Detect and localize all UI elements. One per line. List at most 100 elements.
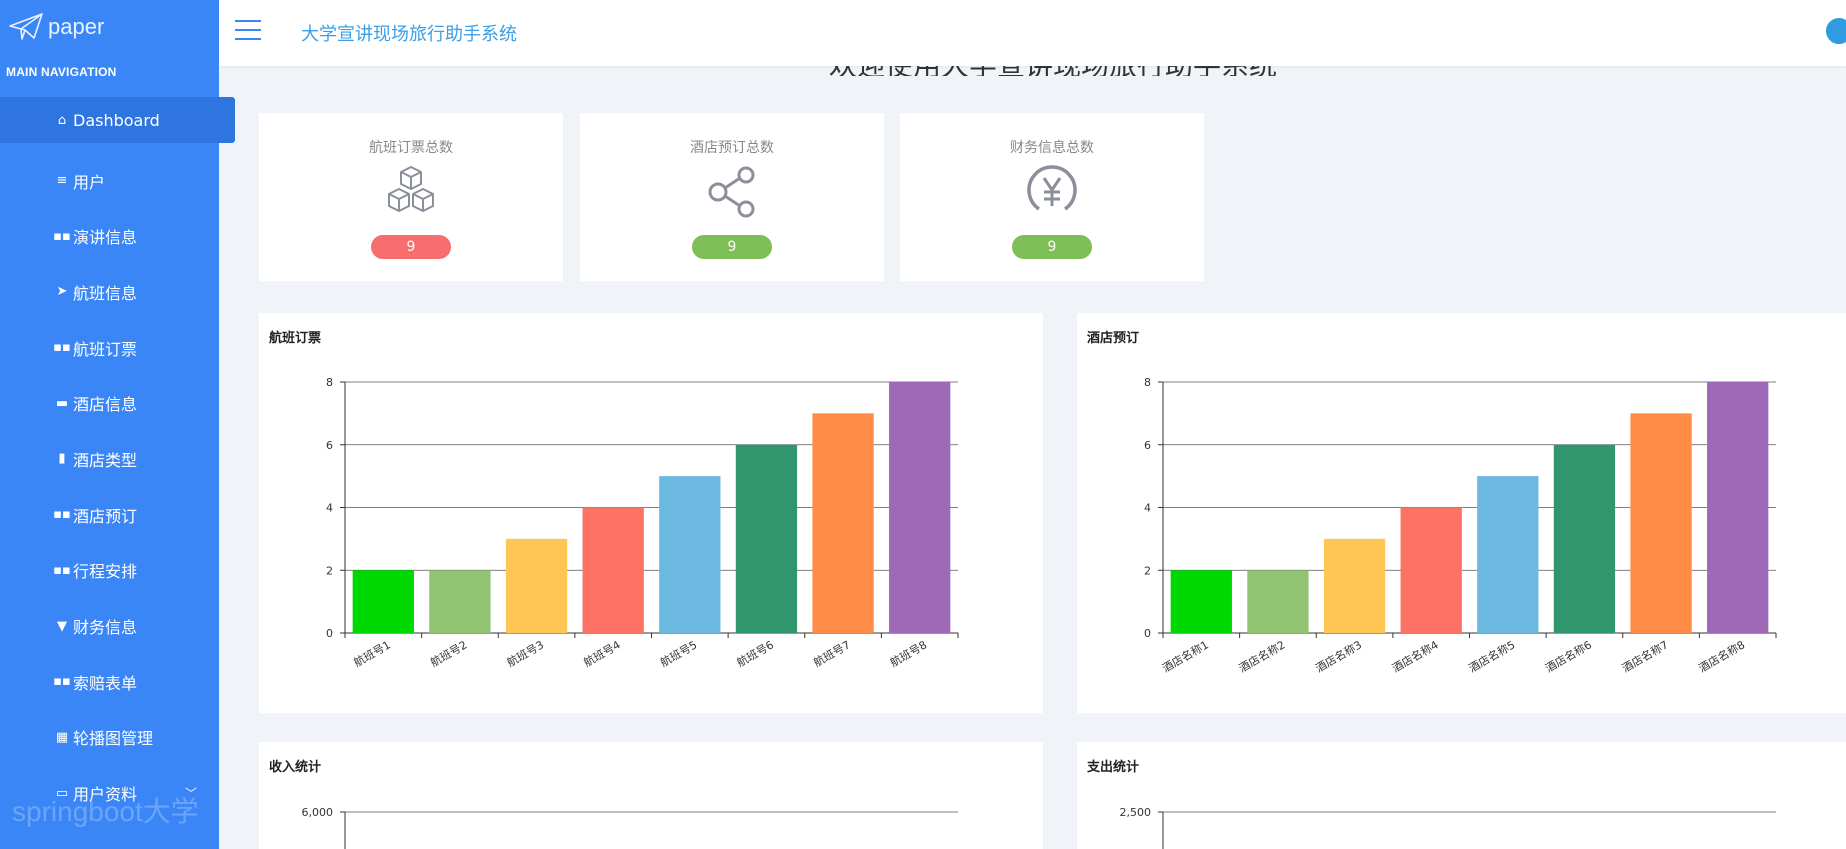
x-tick-label: 航班号4 [581,637,623,669]
sidebar-item-users[interactable]: ≡ 用户 [0,153,219,209]
bar [505,538,568,633]
chart-panel-flight-booking: 航班订票 0 2 4 6 8 航班号1 航班号2 航班号3 航班号4 航班号5 航班号6 航班号7 航班… [259,313,1043,713]
bar [812,413,874,633]
y-tick-label: 0 [326,627,333,640]
send-icon: ➤ [56,284,68,300]
sidebar-item-hotel-types[interactable]: ▮ 酒店类型 [0,431,219,487]
stat-card-hotel-bookings: 酒店预订总数 9 [580,113,884,281]
sidebar-item-label: 索赔表单 [73,673,138,693]
sidebar-item-label: 航班信息 [73,283,138,303]
sidebar-item-hotels[interactable]: ▬ 酒店信息 [0,375,219,431]
bar [1323,538,1386,633]
list-icon: ≡ [56,173,68,189]
paper-plane-icon [9,13,43,40]
main-nav: ⌂ Dashboard ≡ 用户 ▪▪ 演讲信息 ➤ 航班信息 ▪▪ 航班订票 … [0,97,235,821]
x-tick-label: 酒店名称2 [1236,637,1287,675]
bar [1553,444,1616,633]
stat-title: 财务信息总数 [1010,140,1094,156]
stat-title: 酒店预订总数 [690,140,774,156]
grid-icon: ▪▪ [53,507,71,523]
y-tick-label: 2,500 [1120,806,1152,819]
chart-title: 收入统计 [269,760,322,775]
stat-card-flight-bookings: 航班订票总数 9 [259,113,563,281]
bar [582,507,644,633]
x-tick-label: 酒店名称3 [1313,637,1364,675]
sidebar-item-label: 航班订票 [73,339,138,359]
x-tick-label: 航班号2 [428,637,470,669]
bar [889,382,951,633]
logo[interactable]: paper [8,12,104,42]
sidebar-item-label: 酒店信息 [73,395,138,415]
topbar: 大学宣讲现场旅行助手系统 [219,0,1846,66]
bed-icon: ▬ [55,395,69,411]
x-tick-label: 酒店名称5 [1466,637,1517,675]
card-icon: ▭ [55,785,69,801]
sidebar-item-label: 酒店预订 [73,506,138,526]
sidebar-item-label: 轮播图管理 [73,729,154,749]
sidebar-item-flight-booking[interactable]: ▪▪ 航班订票 [0,320,219,376]
watermark: springboot大学 [12,796,199,827]
y-tick-label: 6 [326,439,333,452]
chart-panel-hotel-booking: 酒店预订 0 2 4 6 8 酒店名称1 酒店名称2 酒店名称3 酒店名称4 酒店名称5 酒店名称6… [1077,313,1846,713]
bar [1707,382,1769,633]
x-tick-label: 航班号3 [504,637,546,669]
sidebar-item-itinerary[interactable]: ▪▪ 行程安排 [0,543,219,599]
sidebar-item-label: Dashboard [73,110,160,130]
bar-chart-icon: ▮ [58,451,66,467]
avatar[interactable] [1824,16,1846,46]
y-tick-label: 8 [1144,376,1151,389]
x-tick-label: 酒店名称4 [1390,637,1441,675]
x-tick-label: 酒店名称6 [1543,637,1594,675]
bar [1247,570,1309,633]
bar [1630,413,1692,633]
yen-icon [1027,165,1077,211]
sidebar-item-lectures[interactable]: ▪▪ 演讲信息 [0,208,219,264]
grid-icon: ▪▪ [53,674,71,690]
x-tick-label: 航班号7 [811,637,853,669]
table-icon: ▦ [55,729,69,745]
bar [659,476,721,633]
flight-booking-chart: 0 2 4 6 8 航班号1 航班号2 航班号3 航班号4 航班号5 航班号6 航班号7 航班号8 [326,376,959,670]
sidebar-item-claims[interactable]: ▪▪ 索赔表单 [0,654,219,710]
cubes-icon [388,166,434,212]
bar [1170,570,1232,633]
chart-title: 航班订票 [269,331,322,346]
cup-icon: ▼ [57,618,67,634]
hotel-booking-chart: 0 2 4 6 8 酒店名称1 酒店名称2 酒店名称3 酒店名称4 酒店名称5 酒店名称6 酒店名称7… [1144,376,1777,675]
grid-icon: ▪▪ [53,228,71,244]
sidebar-item-label: 演讲信息 [73,228,138,248]
sidebar-item-label: 财务信息 [73,618,138,638]
menu-toggle-icon[interactable] [235,20,261,40]
share-icon [708,166,755,218]
expense-chart: 2,500 [1120,806,1776,849]
bar [1400,507,1462,633]
bar [735,444,798,633]
chart-title: 酒店预订 [1087,331,1140,346]
stat-title: 航班订票总数 [369,140,453,156]
y-tick-label: 6,000 [302,806,334,819]
y-tick-label: 6 [1144,439,1151,452]
chart-panel-income: 收入统计 6,000 [259,742,1043,849]
y-tick-label: 4 [326,502,333,515]
x-tick-label: 航班号6 [734,637,776,669]
sidebar-item-profile[interactable]: ▭ 用户资料 ﹀ [0,765,219,821]
sidebar-item-hotel-booking[interactable]: ▪▪ 酒店预订 [0,487,219,543]
x-tick-label: 酒店名称1 [1160,637,1211,675]
chart-panel-expense: 支出统计 2,500 [1077,742,1846,849]
nav-heading: MAIN NAVIGATION [6,65,117,79]
app-title: 大学宣讲现场旅行助手系统 [301,24,517,45]
sidebar-item-dashboard[interactable]: ⌂ Dashboard [0,97,235,143]
page-heading-container: 欢迎使用大学宣讲现场旅行助手系统 [219,66,1846,76]
x-tick-label: 酒店名称7 [1619,637,1670,675]
sidebar-item-label: 酒店类型 [73,450,138,470]
sidebar-item-finance[interactable]: ▼ 财务信息 [0,598,219,654]
bar [1477,476,1539,633]
chart-title: 支出统计 [1087,760,1140,775]
y-tick-label: 4 [1144,502,1151,515]
y-tick-label: 0 [1144,627,1151,640]
bar [352,570,414,633]
stat-badge: 9 [692,235,772,259]
sidebar-item-carousel[interactable]: ▦ 轮播图管理 [0,710,219,766]
home-icon: ⌂ [57,112,67,128]
sidebar-item-flights[interactable]: ➤ 航班信息 [0,264,219,320]
